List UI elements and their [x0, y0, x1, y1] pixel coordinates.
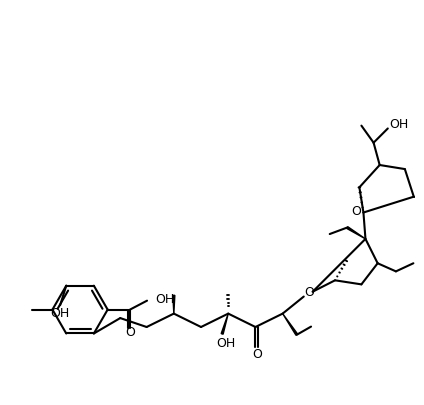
Text: O: O	[125, 326, 135, 339]
Text: OH: OH	[217, 337, 236, 350]
Text: OH: OH	[155, 292, 174, 305]
Text: OH: OH	[389, 117, 408, 130]
Polygon shape	[347, 227, 365, 239]
Polygon shape	[283, 314, 298, 335]
Text: OH: OH	[50, 306, 70, 319]
Polygon shape	[414, 197, 424, 205]
Text: O: O	[351, 205, 361, 217]
Text: O: O	[304, 285, 314, 298]
Polygon shape	[221, 314, 228, 335]
Polygon shape	[173, 296, 175, 314]
Text: O: O	[253, 347, 262, 360]
